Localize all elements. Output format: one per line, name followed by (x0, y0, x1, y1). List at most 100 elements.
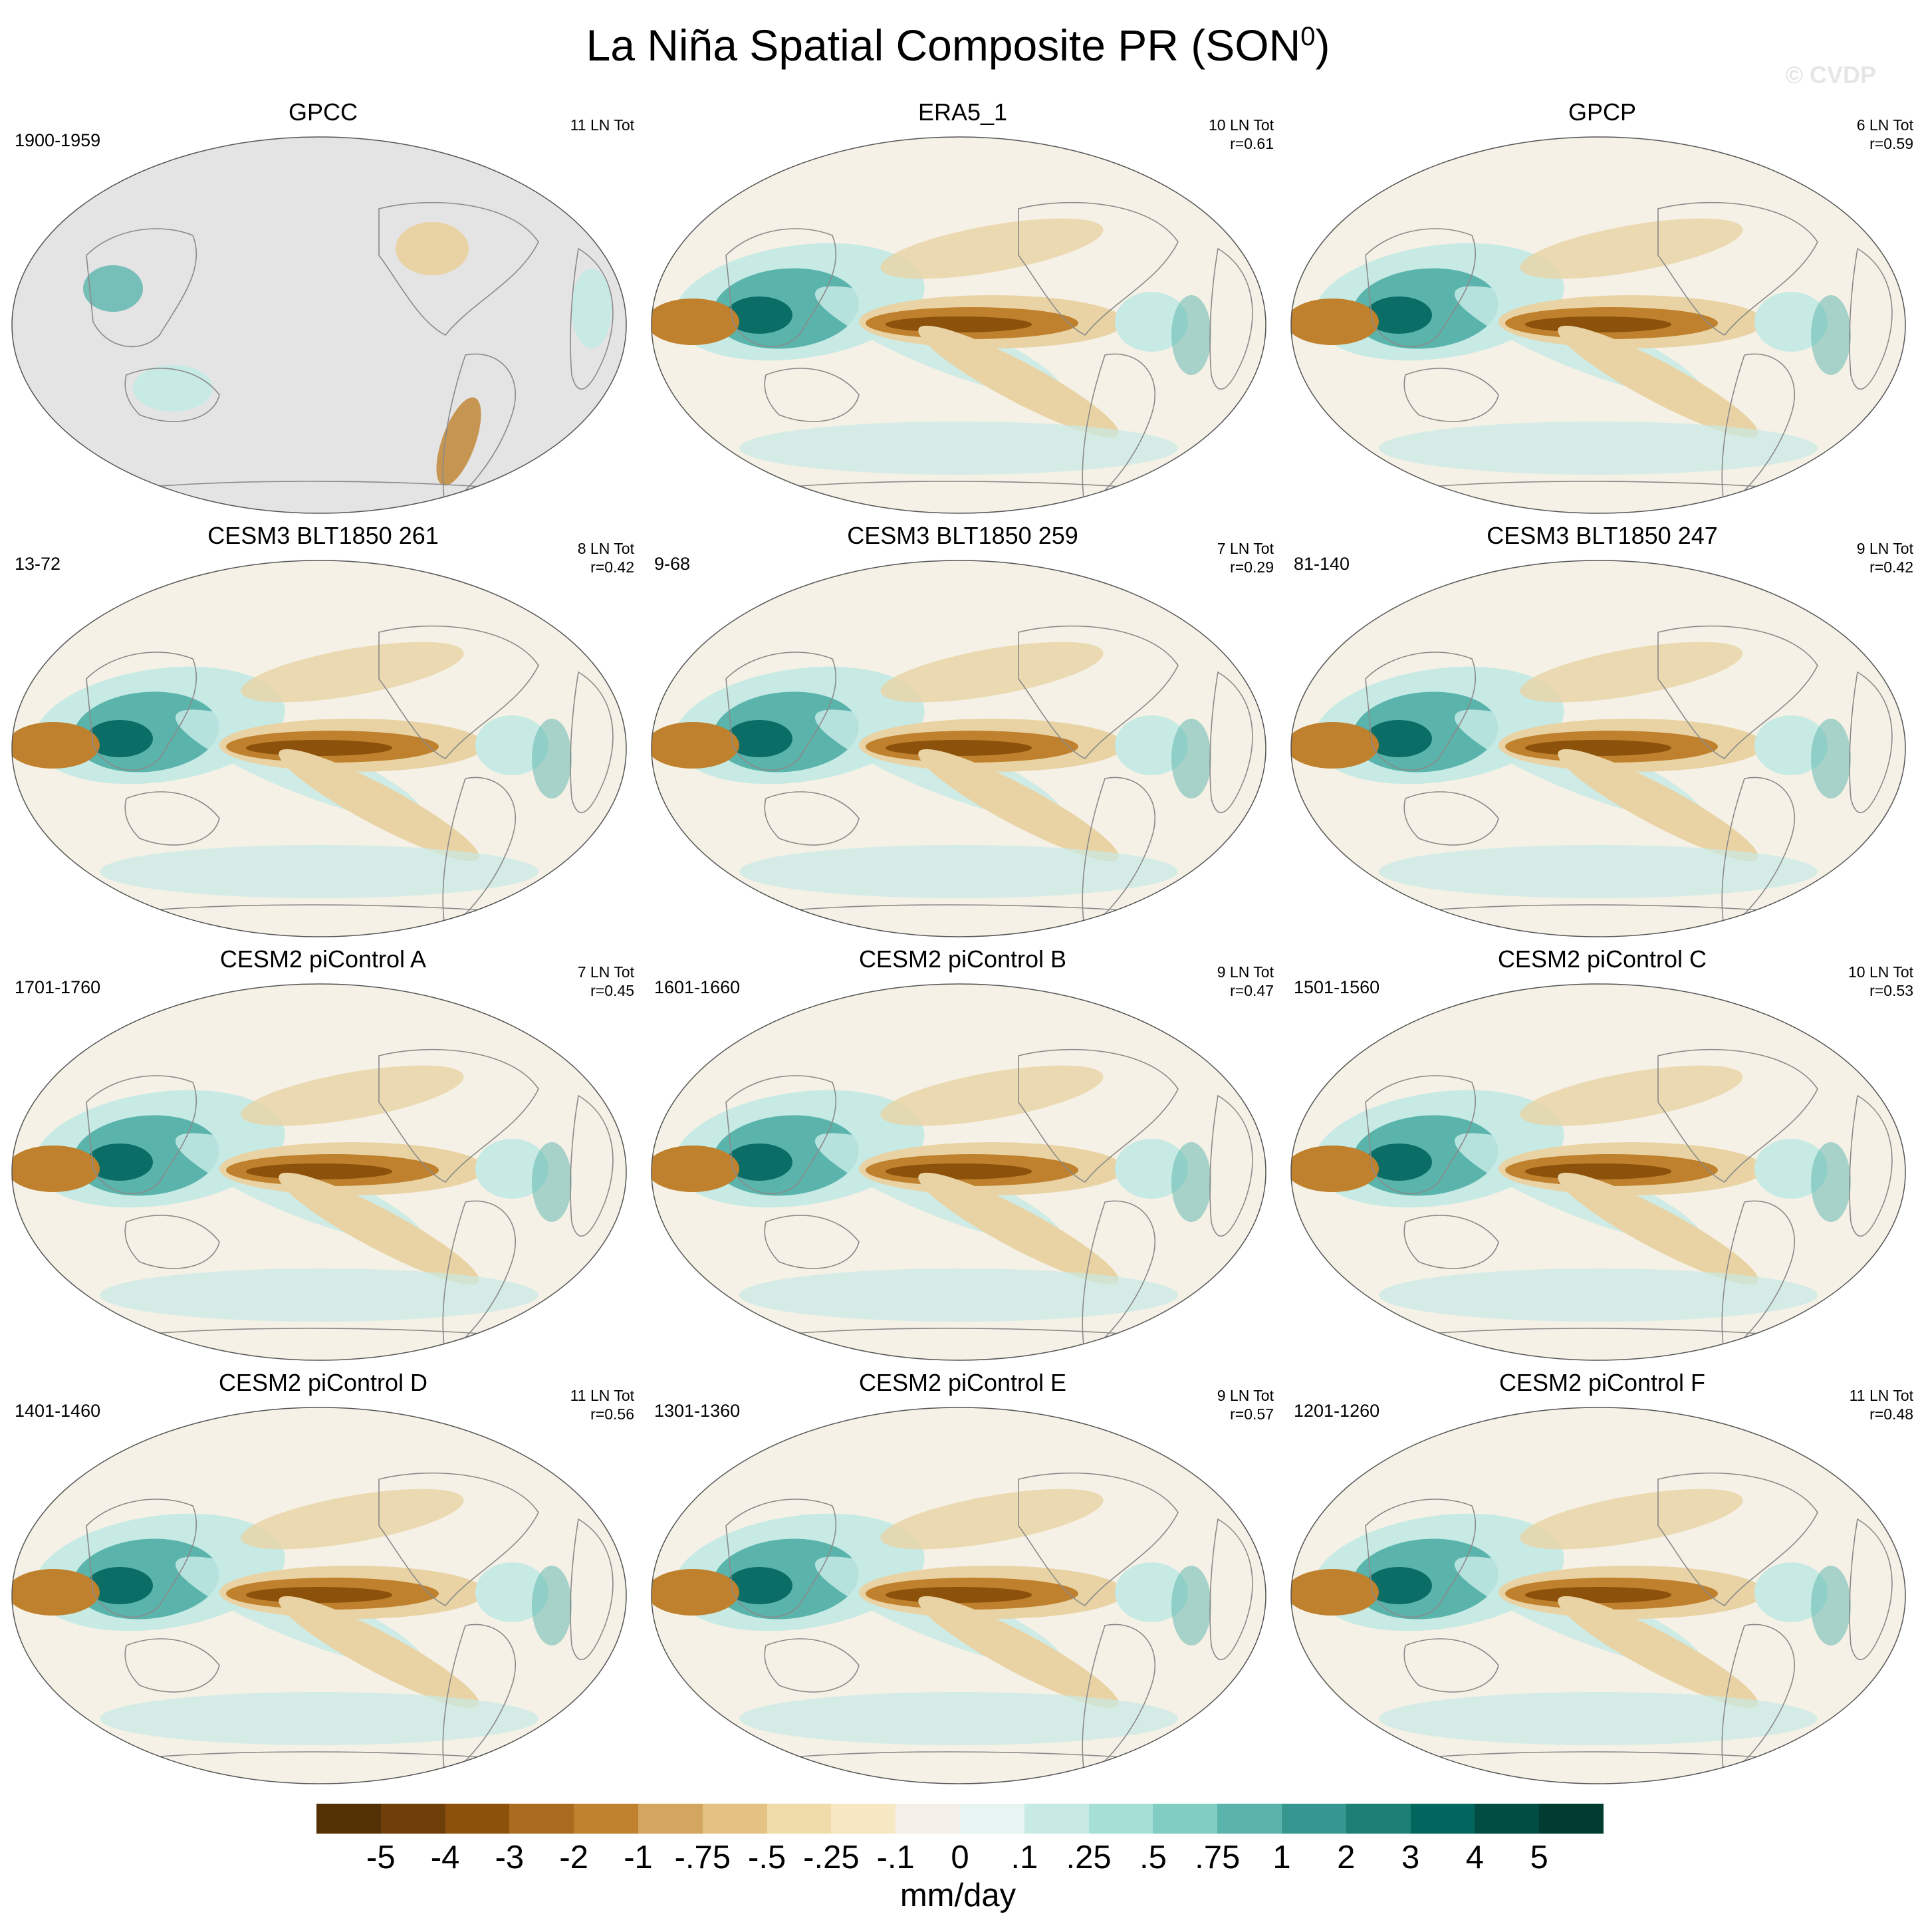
colorbar-swatch (767, 1804, 832, 1834)
map-projection (651, 983, 1266, 1361)
coastline-4 (1209, 671, 1253, 813)
coastline-2 (1657, 1048, 1818, 1183)
map-projection (11, 983, 627, 1361)
panel-stats: 8 LN Tot r=0.42 (578, 539, 634, 576)
dry-anomaly-north-pacific (880, 218, 1104, 279)
coastline-0 (1365, 1499, 1477, 1618)
event-count: 11 LN Tot (570, 1387, 634, 1404)
panel-title: CESM2 piControl E (858, 1369, 1067, 1396)
dry-anomaly-north-pacific (1520, 1065, 1743, 1126)
coastline-2 (1657, 1472, 1818, 1607)
coastline-3 (442, 353, 516, 509)
dry-anomaly-north-pacific (241, 1065, 464, 1126)
dry-anomaly-southeast-pacific (279, 1172, 479, 1285)
map-panel: CESM3 BLT1850 259 9-68 7 LN Tot r=0.29 (646, 522, 1279, 942)
colorbar-tick-label: -3 (495, 1840, 525, 1875)
pattern-correlation: r=0.48 (1869, 1405, 1913, 1423)
pattern-correlation: r=0.42 (590, 558, 634, 576)
event-count: 11 LN Tot (570, 116, 634, 134)
panel-stats: 9 LN Tot r=0.57 (1217, 1386, 1274, 1423)
colorbar-swatch (1410, 1804, 1475, 1834)
colorbar-swatch (316, 1804, 381, 1834)
coastline-2 (1657, 625, 1818, 760)
coastline-3 (1082, 1624, 1155, 1780)
coastline-2 (1018, 1048, 1179, 1183)
map-projection (1290, 1407, 1906, 1784)
wet-anomaly-africa (572, 269, 612, 348)
coastline-3 (1082, 353, 1155, 509)
colorbar-tick-label: -.1 (876, 1840, 915, 1875)
panel-period: 81-140 (1294, 554, 1350, 574)
wet-anomaly-australia (133, 365, 213, 412)
coastline-0 (1365, 652, 1477, 771)
panel-period: 1301-1360 (654, 1401, 741, 1421)
dry-anomaly-north-pacific (1520, 1489, 1743, 1550)
dry-anomaly-indian-ocean (1291, 299, 1379, 345)
panel-stats: 10 LN Tot r=0.53 (1848, 963, 1913, 1000)
coastline-0 (725, 1075, 837, 1195)
coastline-2 (1018, 201, 1179, 336)
pattern-correlation: r=0.59 (1869, 135, 1913, 152)
map-border (1290, 136, 1906, 514)
map-border (651, 1407, 1266, 1784)
wet-anomaly-maritime-peak (726, 720, 792, 757)
pattern-correlation: r=0.53 (1869, 982, 1913, 999)
dry-anomaly-pacific-peak (1525, 740, 1671, 756)
coastline-3 (1721, 777, 1795, 933)
coastline-1 (1403, 1638, 1499, 1693)
colorbar-tick-label: 2 (1337, 1840, 1356, 1875)
wet-anomaly-amazon (1754, 292, 1828, 352)
pattern-correlation: r=0.29 (1230, 558, 1274, 576)
coastline-4 (570, 671, 614, 813)
map-border (1290, 1407, 1906, 1784)
dry-anomaly-pacific-peak (886, 1587, 1032, 1603)
coastline-4 (1209, 247, 1253, 390)
coastline-4 (570, 1094, 614, 1237)
panel-title: GPCC (288, 98, 358, 126)
panel-title: CESM3 BLT1850 259 (847, 522, 1078, 549)
map-projection (651, 136, 1266, 514)
map-panel: CESM2 piControl C 1501-1560 10 LN Tot r=0.5… (1286, 945, 1916, 1366)
panel-stats: 11 LN Tot (570, 116, 634, 134)
map-panel: CESM3 BLT1850 261 13-72 8 LN Tot r=0.42 (7, 522, 640, 942)
panel-period: 1900-1959 (15, 130, 101, 150)
colorbar-swatch (638, 1804, 703, 1834)
panel-title: ERA5_1 (917, 98, 1008, 126)
coastline-1 (124, 368, 220, 422)
map-border (11, 1407, 627, 1784)
colorbar-swatch (702, 1804, 767, 1834)
dry-anomaly-southeast-pacific (1558, 325, 1758, 438)
colorbar (316, 1804, 1604, 1834)
dry-anomaly-north-pacific (241, 1489, 464, 1550)
map-panel: CESM2 piControl D 1401-1460 11 LN Tot r=0.5… (7, 1369, 640, 1789)
dry-anomaly-southeast-pacific (279, 1596, 479, 1709)
map-projection (11, 1407, 627, 1784)
panel-title: CESM3 BLT1850 261 (207, 522, 439, 549)
coastline-1 (124, 791, 220, 846)
dry-anomaly-south-america (436, 397, 481, 486)
coastline-1 (764, 1638, 860, 1693)
colorbar-swatch (959, 1804, 1024, 1834)
event-count: 9 LN Tot (1856, 540, 1913, 557)
dry-anomaly-southeast-pacific (918, 1172, 1119, 1285)
coastline-4 (1849, 1518, 1893, 1660)
coastline-1 (124, 1638, 220, 1693)
wet-anomaly-maritime-peak (86, 1567, 153, 1604)
coastline-3 (442, 1624, 516, 1780)
colorbar-swatch (1346, 1804, 1411, 1834)
colorbar-swatch (1539, 1804, 1604, 1834)
colorbar-tick-label: .1 (1011, 1840, 1038, 1875)
pattern-correlation: r=0.61 (1230, 135, 1274, 152)
coastline-4 (1849, 1094, 1893, 1237)
figure-title: La Niña Spatial Composite PR (SON0) (586, 21, 1330, 70)
coastline-2 (378, 201, 539, 336)
wet-anomaly-amazon (1754, 1562, 1828, 1622)
panel-stats: 7 LN Tot r=0.29 (1217, 539, 1274, 576)
colorbar-tick-label: 0 (951, 1840, 969, 1875)
event-count: 7 LN Tot (577, 963, 634, 981)
wet-anomaly-atlantic (1811, 1142, 1851, 1222)
colorbar-tick-label: .25 (1066, 1840, 1112, 1875)
colorbar-swatch (1217, 1804, 1282, 1834)
panel-period: 9-68 (654, 554, 691, 574)
coastline-3 (1082, 1200, 1155, 1356)
